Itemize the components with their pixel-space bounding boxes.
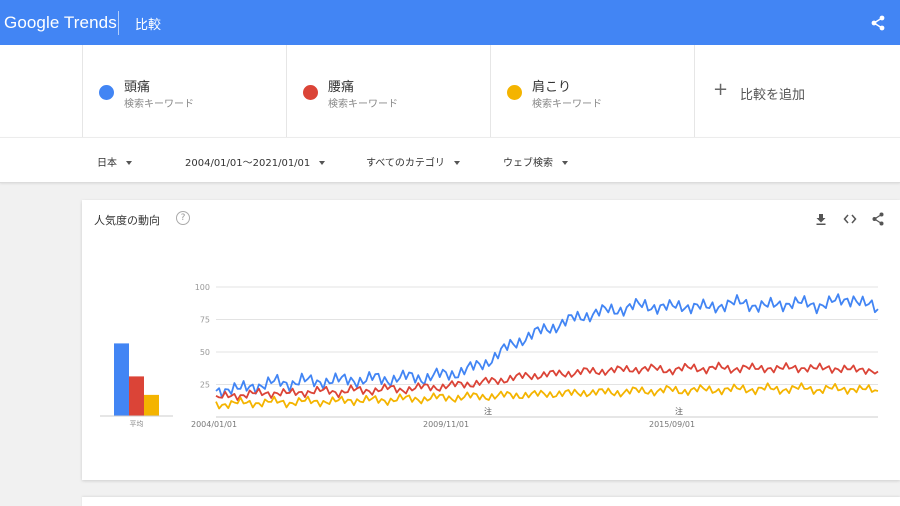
y-tick-label: 100 [195,283,210,292]
chevron-down-icon [453,161,460,165]
term-name: 頭痛 [124,80,151,95]
series-line-1[interactable] [215,293,879,399]
chevron-down-icon [562,161,568,165]
note-marker[interactable]: 注 [484,406,492,416]
card-title: 人気度の動向 [94,214,160,227]
chevron-down-icon [319,161,326,165]
interest-over-time-card: 人気度の動向 ? 100 75 50 25 2004/01/01 2009/11/01 20… [82,200,900,480]
note-marker[interactable]: 注 [675,406,683,416]
add-comparison-label: 比較を追加 [740,88,806,103]
average-bar [129,376,144,416]
y-tick-label: 50 [200,348,210,357]
x-tick-label: 2015/09/01 [649,420,695,429]
chevron-down-icon [126,161,132,165]
region-dropdown[interactable]: 日本 [97,154,132,169]
average-label: 平均 [130,419,144,428]
term-color-dot [99,85,114,100]
page-title: 比較 [135,18,162,33]
term-name: 腰痛 [328,80,355,95]
term-type: 検索キーワード [328,99,398,110]
y-tick-label: 25 [200,381,210,390]
embed-code-icon[interactable] [843,212,857,226]
y-tick-label: 75 [200,316,210,325]
term-type: 検索キーワード [124,99,194,110]
google-trends-logo[interactable]: Google Trends [4,13,117,32]
x-tick-label: 2004/01/01 [191,420,237,429]
next-card-edge [82,497,900,506]
search-type-dropdown[interactable]: ウェブ検索 [503,154,568,169]
add-comparison-button[interactable]: + 比較を追加 [694,45,900,137]
term-color-dot [507,85,522,100]
download-icon[interactable] [814,212,828,226]
chart-lines[interactable] [215,293,879,410]
average-bar [144,394,159,416]
term-type: 検索キーワード [532,99,602,110]
term-card-2[interactable]: 腰痛 検索キーワード [286,45,490,137]
term-name: 肩こり [532,80,572,95]
header-bar: Google Trends 比較 [0,0,900,45]
term-card-1[interactable]: 頭痛 検索キーワード [82,45,286,137]
period-value: 2004/01/01～2021/01/01 [185,158,311,169]
term-card-3[interactable]: 肩こり 検索キーワード [490,45,694,137]
comparison-terms: 頭痛 検索キーワード 腰痛 検索キーワード 肩こり 検索キーワード + 比較を追… [0,45,900,137]
x-tick-label: 2009/11/01 [423,420,469,429]
share-icon[interactable] [870,15,886,31]
share-icon[interactable] [871,212,885,226]
chart-labels: 100 75 50 25 2004/01/01 2009/11/01 2015/09/01 注… [130,283,696,429]
plus-icon: + [713,79,729,100]
category-dropdown[interactable]: すべてのカテゴリ [366,154,460,169]
series-line-3[interactable] [215,382,879,410]
period-dropdown[interactable]: 2004/01/01～2021/01/01 [185,154,326,169]
average-bars [100,343,173,417]
region-value: 日本 [97,158,117,169]
filter-bar: 日本 2004/01/01～2021/01/01 すべてのカテゴリ ウェブ検索 [0,137,900,183]
category-value: すべてのカテゴリ [366,158,445,169]
search-type-value: ウェブ検索 [503,158,553,169]
term-color-dot [303,85,318,100]
series-line-2[interactable] [215,361,879,402]
interest-chart: 100 75 50 25 2004/01/01 2009/11/01 2015/09/01 注… [100,283,879,429]
help-icon[interactable]: ? [176,211,190,225]
header-divider [118,11,119,35]
average-bar [114,343,129,416]
